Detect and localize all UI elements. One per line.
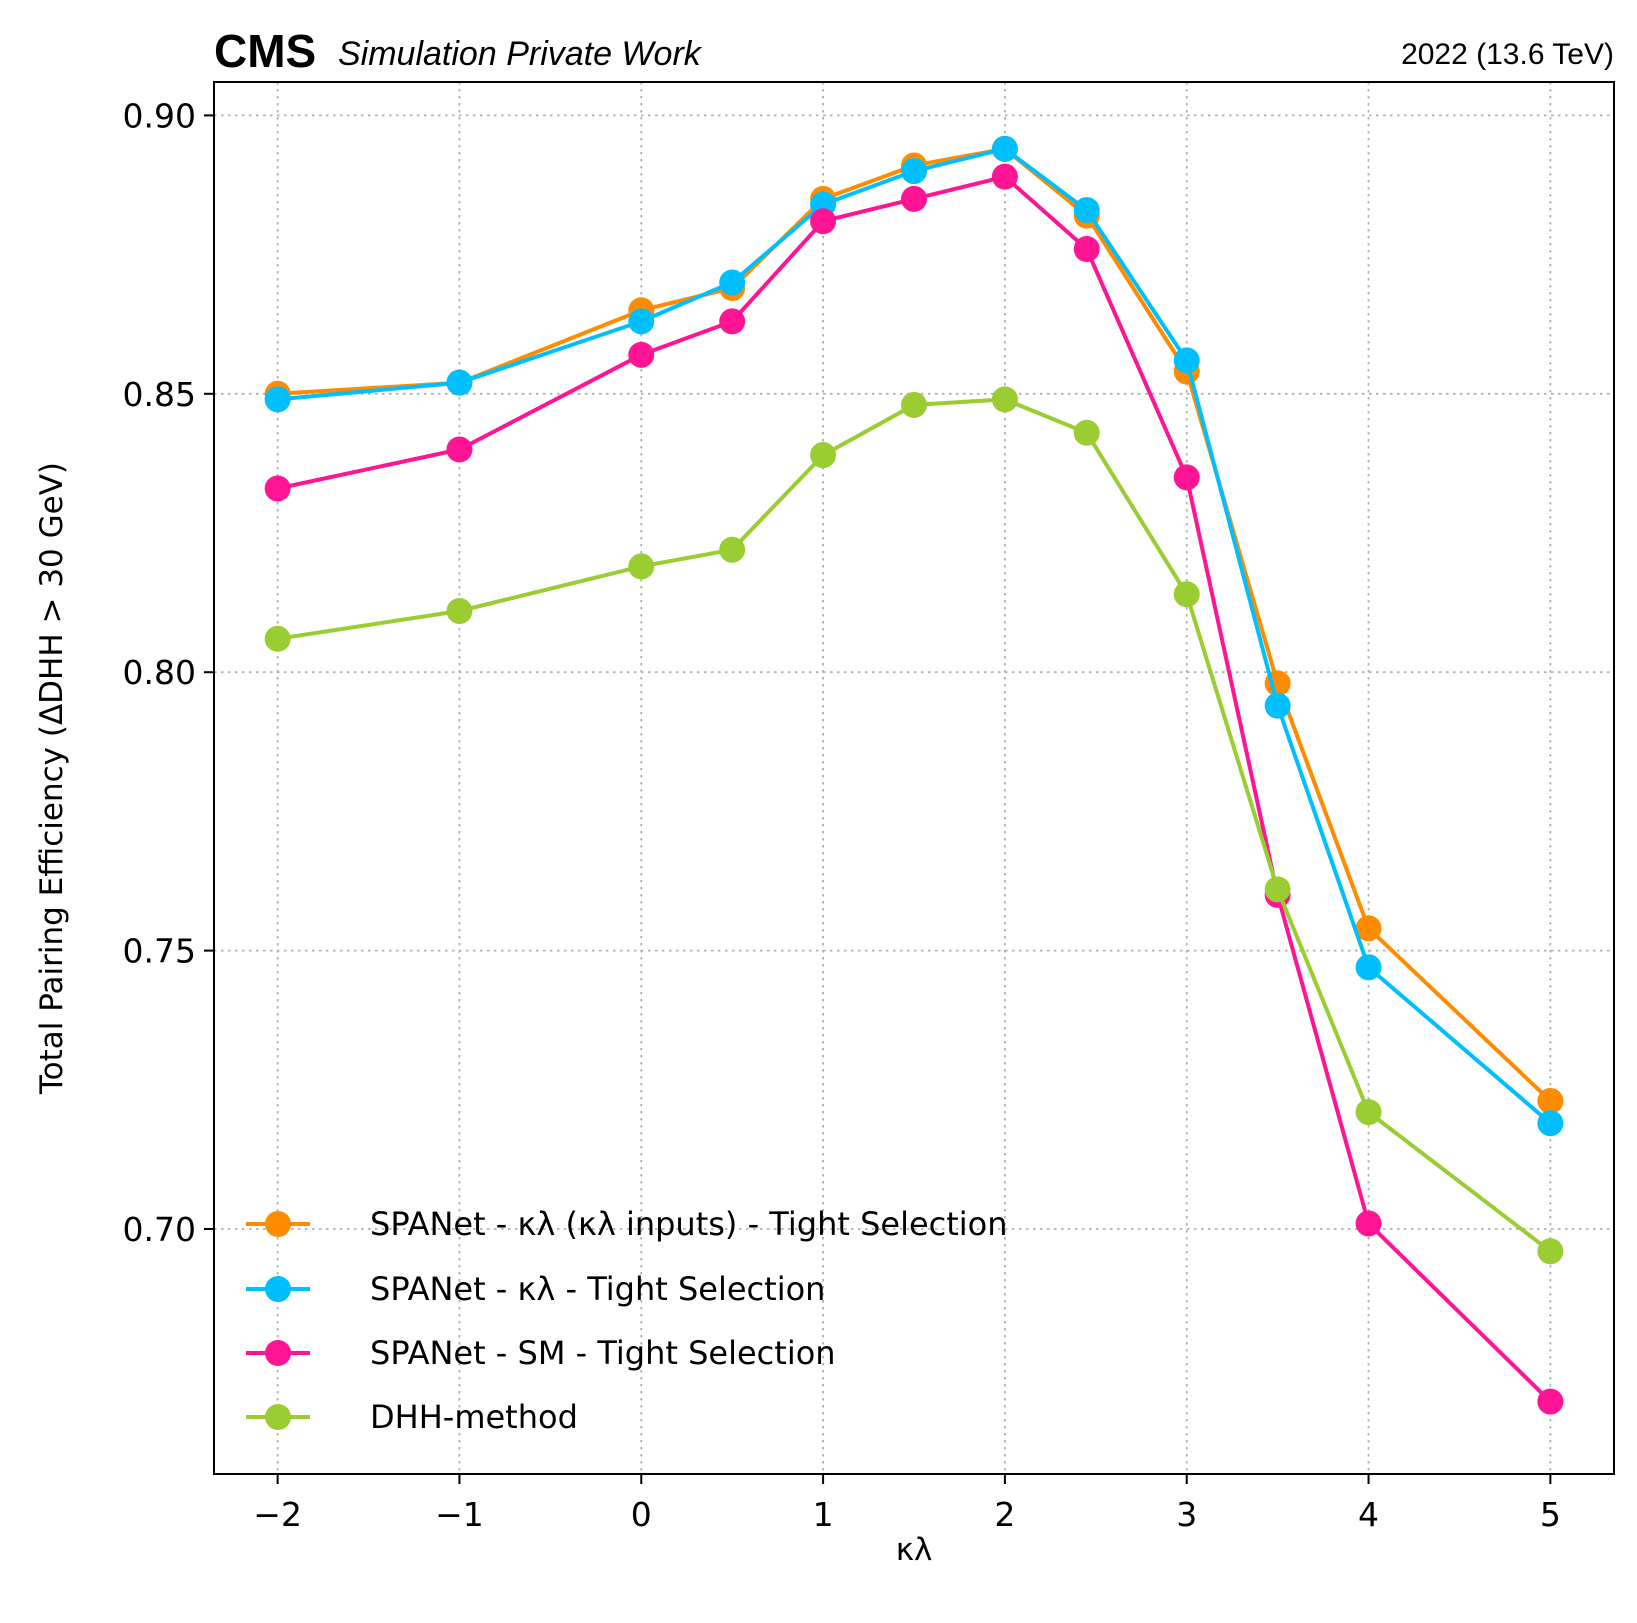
data-point-spanet-kl <box>264 386 291 413</box>
legend-entry-dhh-method: DHH-method <box>246 1398 578 1436</box>
legend-label-dhh-method: DHH-method <box>370 1398 578 1436</box>
data-point-dhh-method <box>264 625 291 652</box>
x-tick-label: 3 <box>1176 1495 1197 1534</box>
lumi-label: 2022 (13.6 TeV) <box>1401 38 1614 71</box>
data-point-spanet-kl <box>1264 692 1291 719</box>
data-point-spanet-sm <box>1537 1388 1564 1415</box>
series-line-dhh-method <box>277 397 1552 1253</box>
data-point-dhh-method <box>1264 876 1291 903</box>
data-point-spanet-sm <box>1355 1210 1382 1237</box>
data-point-dhh-method <box>446 597 473 624</box>
data-point-dhh-method <box>628 553 655 580</box>
data-point-dhh-method <box>1073 419 1100 446</box>
series-line-spanet-sm <box>277 174 1552 1404</box>
grid <box>214 82 1614 1474</box>
x-tick-label: 4 <box>1358 1495 1379 1534</box>
y-axis-ticks: 0.70 0.75 0.80 0.85 0.90 <box>123 96 214 1249</box>
legend-label-spanet-kl-inputs: SPANet - κλ (κλ inputs) - Tight Selectio… <box>370 1205 1008 1243</box>
x-axis-ticks: −2 −1 0 1 2 3 4 5 <box>253 1474 1561 1534</box>
data-point-dhh-method <box>1537 1238 1564 1265</box>
data-point-dhh-method <box>901 391 927 418</box>
series-spanet-sm <box>264 163 1564 1415</box>
data-point-dhh-method <box>1355 1099 1382 1126</box>
data-point-spanet-sm <box>810 208 837 235</box>
data-point-spanet-sm <box>1073 236 1100 263</box>
y-tick-label: 0.90 <box>123 96 196 135</box>
legend: SPANet - κλ (κλ inputs) - Tight Selectio… <box>246 1205 1008 1436</box>
data-point-dhh-method <box>991 386 1018 413</box>
y-tick-label: 0.75 <box>123 932 196 971</box>
data-point-spanet-kl <box>1537 1110 1564 1137</box>
legend-marker-spanet-kl <box>265 1276 291 1302</box>
legend-label-spanet-kl: SPANet - κλ - Tight Selection <box>370 1270 825 1308</box>
data-point-spanet-kl <box>628 308 655 335</box>
data-point-spanet-kl-inputs <box>1537 1087 1564 1114</box>
data-point-spanet-kl <box>1355 954 1382 981</box>
legend-marker-dhh-method <box>265 1404 291 1430</box>
y-axis-label: Total Pairing Efficiency (ΔDHH > 30 GeV) <box>34 462 70 1095</box>
data-point-spanet-kl <box>1173 347 1200 374</box>
legend-entry-spanet-kl-inputs: SPANet - κλ (κλ inputs) - Tight Selectio… <box>246 1205 1008 1243</box>
plot-frame <box>213 81 1615 1475</box>
series-dhh-method <box>264 386 1564 1265</box>
data-point-spanet-kl <box>991 135 1018 162</box>
data-point-spanet-sm <box>719 308 746 335</box>
data-point-dhh-method <box>1173 581 1200 608</box>
x-tick-label: −1 <box>435 1495 484 1534</box>
x-tick-label: 1 <box>813 1495 834 1534</box>
data-point-spanet-sm <box>628 341 655 368</box>
x-tick-label: 0 <box>631 1495 652 1534</box>
y-tick-label: 0.85 <box>123 375 196 414</box>
data-point-spanet-sm <box>991 163 1018 190</box>
y-tick-label: 0.80 <box>123 653 196 692</box>
x-tick-label: −2 <box>253 1495 302 1534</box>
data-point-spanet-kl <box>719 269 746 296</box>
x-tick-label: 2 <box>994 1495 1015 1534</box>
data-point-spanet-sm <box>1173 464 1200 491</box>
legend-entry-spanet-kl: SPANet - κλ - Tight Selection <box>246 1270 825 1308</box>
data-point-dhh-method <box>810 442 837 469</box>
legend-entry-spanet-sm: SPANet - SM - Tight Selection <box>246 1334 836 1372</box>
cms-label: CMS <box>214 25 316 77</box>
data-point-spanet-kl <box>446 369 473 396</box>
data-point-dhh-method <box>719 536 746 563</box>
legend-marker-spanet-kl-inputs <box>265 1211 291 1237</box>
data-point-spanet-kl-inputs <box>1355 915 1382 942</box>
data-point-spanet-sm <box>264 475 291 502</box>
x-axis-label: κλ <box>896 1532 933 1568</box>
y-tick-label: 0.70 <box>123 1210 196 1249</box>
data-point-spanet-kl <box>1073 197 1100 224</box>
data-point-spanet-kl <box>901 158 927 185</box>
x-tick-label: 5 <box>1540 1495 1561 1534</box>
series-line-spanet-kl <box>277 146 1552 1125</box>
cms-status-label: Simulation Private Work <box>338 35 703 73</box>
data-series <box>264 135 1564 1415</box>
series-spanet-kl <box>264 135 1564 1137</box>
series-line-spanet-kl-inputs <box>277 146 1552 1103</box>
data-point-spanet-sm <box>446 436 473 463</box>
legend-label-spanet-sm: SPANet - SM - Tight Selection <box>370 1334 836 1372</box>
data-point-spanet-sm <box>901 185 927 212</box>
legend-marker-spanet-sm <box>265 1340 291 1366</box>
